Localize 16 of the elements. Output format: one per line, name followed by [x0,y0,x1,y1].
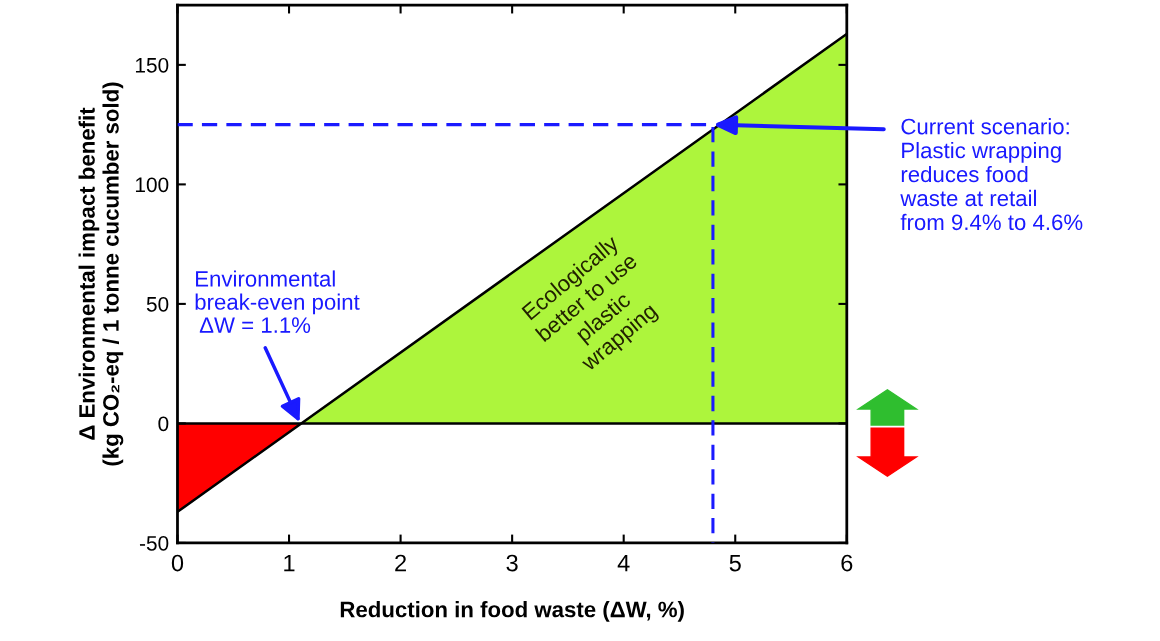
y-tick-label: 50 [146,296,169,312]
y-tick-label: 0 [158,416,169,432]
y-axis-title: Δ Environmental impact benefit (kg CO₂-eq / 1 tonne cucumber sold) [78,82,124,466]
y-tick-label: 100 [135,177,169,193]
x-tick-label: 6 [841,554,853,572]
annotation: Current scenario: Plastic wrapping reduces food waste at retail from 9.4% to 4.6% [900,118,1083,231]
y-tick-label: -50 [139,535,169,551]
x-tick-label: 0 [171,554,184,572]
x-tick-label: 2 [395,554,406,572]
y-tick-label: 150 [135,57,169,73]
x-tick-label: 1 [284,554,295,572]
x-axis-title: Reduction in food waste (ΔW, %) [340,601,684,622]
x-tick-label: 4 [617,554,630,572]
x-tick-label: 3 [506,554,518,572]
annotation: Environmental break-even point ΔW = 1.1% [195,270,360,333]
x-tick-label: 5 [729,554,741,572]
